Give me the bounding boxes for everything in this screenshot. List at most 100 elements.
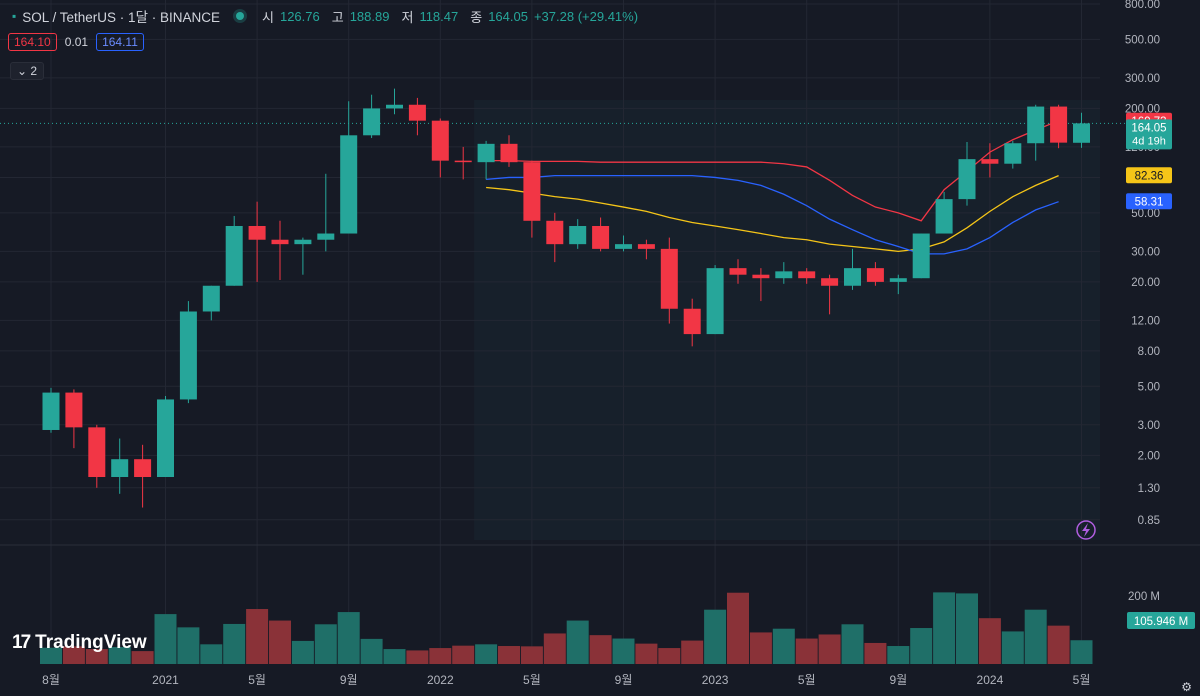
candle-body	[88, 427, 106, 478]
candle-body	[157, 399, 174, 478]
candle-body	[271, 239, 289, 245]
volume-bar	[543, 633, 566, 664]
close-label: 종	[470, 9, 483, 25]
volume-bar	[704, 609, 727, 664]
settings-gear-icon[interactable]: ⚙	[1181, 680, 1192, 694]
candle-body	[889, 278, 907, 282]
candle-body	[317, 233, 335, 240]
price-label-box	[1126, 167, 1172, 184]
x-tick-label: 8월	[42, 673, 60, 687]
x-tick-label: 2021	[152, 673, 179, 687]
open-label: 시	[262, 9, 274, 25]
volume-bar	[406, 650, 429, 664]
volume-bar	[818, 634, 841, 664]
volume-bar	[749, 632, 772, 664]
volume-bar	[452, 645, 475, 664]
candle-body	[477, 143, 495, 163]
volume-bar	[956, 593, 978, 664]
tradingview-mark-icon: 17	[12, 632, 31, 653]
y-tick-label: 200.00	[1125, 103, 1160, 115]
y-tick-label: 8.00	[1138, 346, 1160, 358]
candle-body	[660, 248, 678, 309]
candle-body	[1073, 123, 1090, 143]
y-tick-label: 0.85	[1138, 515, 1160, 527]
volume-bar	[933, 592, 956, 664]
candle-body	[294, 239, 312, 245]
low-label: 저	[401, 9, 414, 25]
volume-bar	[429, 648, 452, 664]
volume-bar	[1047, 625, 1070, 664]
volume-bar	[291, 640, 314, 664]
candle-body	[42, 392, 60, 430]
chart-header: ▪ SOL / TetherUS · 1달 · BINANCE 시 126.76…	[12, 6, 638, 26]
volume-bar	[223, 623, 246, 664]
candle-body	[363, 108, 381, 136]
y-tick-label: 300.00	[1125, 73, 1160, 85]
x-tick-label: 5월	[798, 673, 816, 687]
spread-value: 0.01	[64, 35, 89, 49]
y-tick-label: 2.00	[1138, 450, 1160, 462]
candle-body	[431, 120, 449, 161]
volume-bar	[314, 624, 337, 664]
candle-body	[248, 225, 266, 240]
volume-bar	[40, 647, 62, 664]
indicators-count: 2	[30, 64, 38, 78]
brand-name: TradingView	[35, 632, 147, 653]
volume-bar	[1024, 609, 1047, 664]
symbol-title[interactable]: SOL / TetherUS · 1달 · BINANCE	[22, 10, 220, 25]
volume-bar	[246, 609, 269, 664]
candle-body	[1050, 106, 1068, 143]
high-label: 고	[331, 9, 344, 25]
volume-bar	[910, 628, 933, 664]
candle-body	[569, 225, 587, 245]
y-tick-label: 3.00	[1138, 420, 1160, 432]
candle-body	[798, 271, 816, 279]
tradingview-logo[interactable]: 17 TradingView	[12, 632, 147, 654]
candle-body	[202, 285, 220, 312]
x-tick-label: 2022	[427, 673, 454, 687]
volume-bar	[589, 635, 612, 664]
volume-bar	[200, 644, 223, 664]
chevron-down-icon: ⌄	[17, 64, 28, 78]
indicators-toggle[interactable]: ⌄ 2	[10, 62, 45, 80]
candle-body	[500, 143, 518, 163]
volume-bar	[498, 646, 520, 664]
volume-bar	[658, 648, 681, 664]
volume-bar	[360, 638, 383, 664]
candle-body	[844, 268, 861, 286]
x-tick-label: 5월	[1073, 673, 1091, 687]
candle-body	[340, 135, 358, 234]
countdown-label-text: 4d 19h	[1132, 135, 1166, 147]
candle-body	[523, 162, 541, 221]
candle-body	[912, 233, 930, 279]
sell-price-button[interactable]: 164.10	[8, 33, 57, 51]
volume-bar	[681, 640, 704, 664]
low-value: 118.47	[419, 8, 459, 24]
alert-lightning-icon	[1076, 520, 1096, 540]
candle-body	[1027, 106, 1045, 144]
volume-bar	[772, 628, 795, 664]
price-label-text: 164.05	[1131, 122, 1166, 134]
price-label-text: 58.31	[1135, 196, 1164, 208]
y-tick-label: 1.30	[1138, 483, 1160, 495]
candle-body	[454, 160, 472, 163]
volume-last-label-text: 105.946 M	[1134, 616, 1188, 628]
candle-body	[592, 225, 610, 249]
candle-body	[981, 159, 999, 164]
buy-price-button[interactable]: 164.11	[96, 33, 144, 51]
x-tick-label: 5월	[523, 673, 541, 687]
high-value: 188.89	[349, 8, 390, 24]
y-tick-label: 5.00	[1138, 381, 1160, 393]
candle-body	[111, 459, 129, 478]
alert-lightning-glyph	[1082, 523, 1090, 537]
candle-body	[1004, 143, 1022, 164]
open-value: 126.76	[279, 8, 320, 24]
candle-body	[866, 268, 884, 282]
volume-bar	[337, 612, 360, 664]
x-tick-label: 5월	[248, 673, 266, 687]
volume-bar	[383, 649, 406, 664]
x-tick-label: 9월	[889, 673, 907, 687]
volume-bar	[1001, 631, 1024, 664]
price-label-box	[1126, 193, 1172, 210]
